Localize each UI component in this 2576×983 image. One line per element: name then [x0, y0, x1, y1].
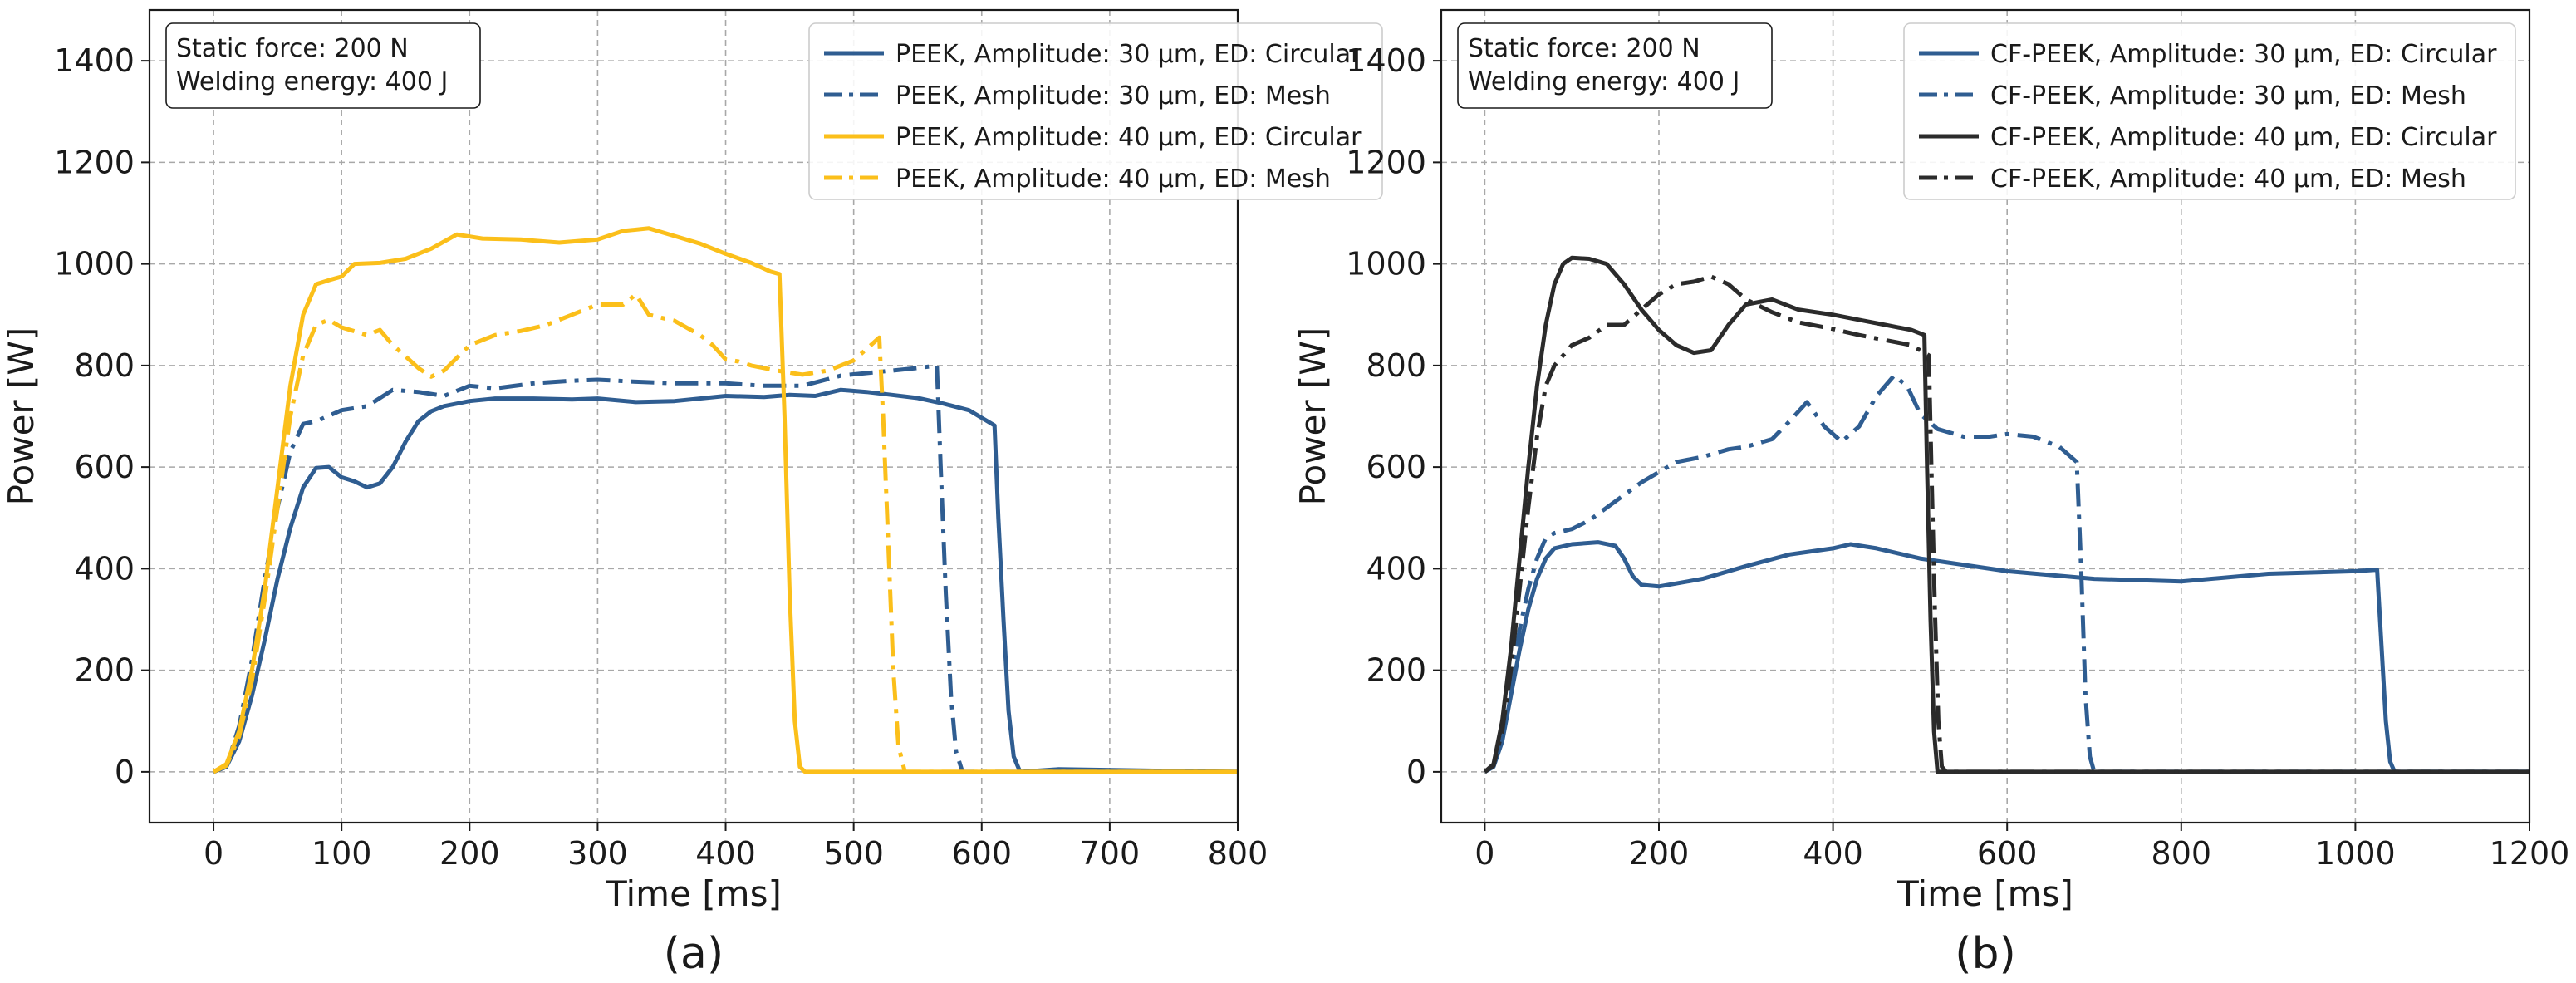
legend-entry: PEEK, Amplitude: 40 μm, ED: Mesh [895, 165, 1331, 194]
series-line-1 [1484, 540, 2529, 774]
x-tick-label: 800 [2152, 835, 2212, 872]
y-tick-label: 1200 [1346, 144, 1426, 180]
x-tick-label: 0 [1474, 835, 1494, 872]
panel-label: (a) [664, 929, 724, 979]
info-box: Static force: 200 N Welding energy: 400 J [165, 22, 481, 109]
y-tick-label: 1000 [1346, 246, 1426, 283]
info-box: Static force: 200 N Welding energy: 400 J [1457, 22, 1773, 109]
series-line-2 [1483, 373, 2529, 774]
series-line-4 [1483, 274, 2529, 774]
legend-frame [1903, 22, 2516, 200]
series-line-2 [213, 363, 1238, 774]
legend-entry: PEEK, Amplitude: 30 μm, ED: Circular [895, 40, 1362, 69]
y-tick-label: 800 [1366, 347, 1426, 384]
x-tick-label: 500 [823, 835, 884, 872]
legend-frame [808, 22, 1383, 200]
info-box-line: Static force: 200 N [1468, 34, 1700, 63]
y-axis-title: Power [W] [1, 327, 42, 506]
x-axis-title: Time [ms] [1896, 873, 2073, 914]
x-tick-label: 100 [312, 835, 372, 872]
plot-frame [1440, 8, 2531, 824]
y-tick-label: 1400 [1346, 42, 1426, 79]
legend: CF-PEEK, Amplitude: 30 μm, ED: Circular C… [1903, 22, 2516, 200]
x-axis-title: Time [ms] [605, 873, 782, 914]
series-line-3 [1483, 255, 2529, 774]
legend: PEEK, Amplitude: 30 μm, ED: Circular PEEK… [808, 22, 1383, 200]
legend-entry: CF-PEEK, Amplitude: 30 μm, ED: Mesh [1990, 81, 2466, 111]
y-axis-title: Power [W] [1293, 327, 1333, 506]
y-tick-label: 400 [1366, 550, 1426, 587]
series-line-4 [213, 292, 1238, 774]
plot-frame [148, 8, 1239, 824]
x-tick-label: 700 [1080, 835, 1141, 872]
legend-entry: CF-PEEK, Amplitude: 40 μm, ED: Mesh [1990, 165, 2466, 194]
panel-a: 0 100 200 300 400 500 600 700 800 0 200 400 600 800 10… [1, 8, 1383, 979]
info-box-frame [165, 22, 481, 109]
panel-label: (b) [1955, 929, 2016, 979]
y-tick-label: 600 [74, 449, 135, 485]
x-tick-label: 800 [1208, 835, 1268, 872]
y-tick-label: 800 [74, 347, 135, 384]
y-tick-label: 1400 [54, 42, 135, 79]
y-tick-label: 0 [1406, 754, 1426, 790]
y-tick-label: 1200 [54, 144, 135, 180]
x-tick-label: 200 [1629, 835, 1690, 872]
legend-entry: PEEK, Amplitude: 30 μm, ED: Mesh [895, 81, 1331, 111]
x-tick-label: 1000 [2315, 835, 2396, 872]
x-tick-label: 400 [695, 835, 756, 872]
legend-entry: CF-PEEK, Amplitude: 40 μm, ED: Circular [1990, 123, 2497, 152]
info-box-line: Welding energy: 400 J [1468, 67, 1739, 96]
y-tick-label: 400 [74, 550, 135, 587]
x-tick-label: 1200 [2490, 835, 2570, 872]
y-tick-label: 200 [74, 652, 135, 689]
info-box-line: Welding energy: 400 J [176, 67, 448, 96]
series-line-1 [213, 387, 1239, 774]
x-tick-label: 0 [204, 835, 223, 872]
panel-b: 0 200 400 600 800 1000 1200 0 200 400 600 800 1000 12… [1293, 8, 2570, 979]
x-tick-label: 200 [439, 835, 500, 872]
y-tick-label: 200 [1366, 652, 1426, 689]
y-tick-label: 600 [1366, 449, 1426, 485]
info-box-line: Static force: 200 N [176, 34, 409, 63]
x-tick-label: 300 [567, 835, 628, 872]
y-tick-label: 1000 [54, 246, 135, 283]
series-line-3 [212, 226, 1238, 774]
x-tick-label: 600 [1977, 835, 2038, 872]
x-tick-label: 400 [1803, 835, 1863, 872]
legend-entry: PEEK, Amplitude: 40 μm, ED: Circular [895, 123, 1362, 152]
info-box-frame [1457, 22, 1773, 109]
legend-entry: CF-PEEK, Amplitude: 30 μm, ED: Circular [1990, 40, 2497, 69]
x-tick-label: 600 [951, 835, 1012, 872]
y-tick-label: 0 [115, 754, 135, 790]
